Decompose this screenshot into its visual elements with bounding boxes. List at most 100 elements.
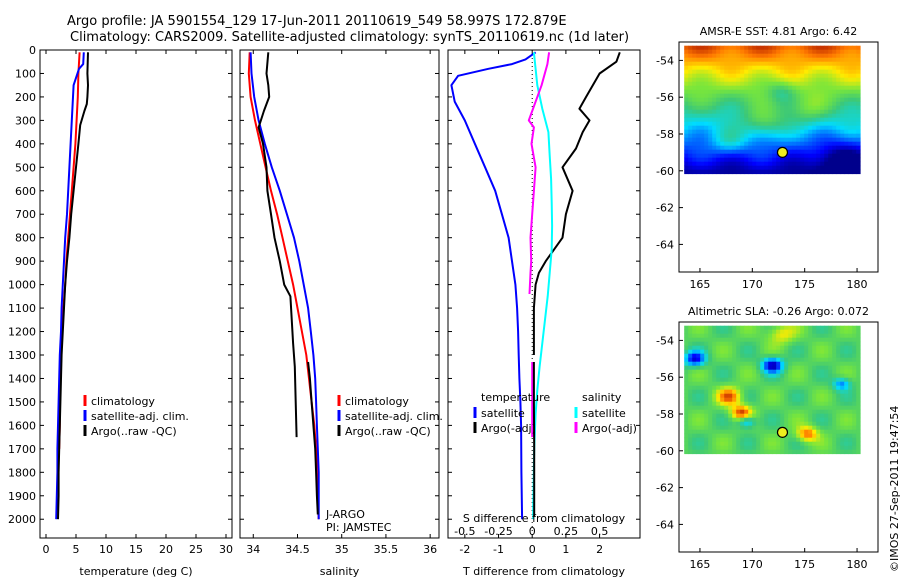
sst-map-cell bbox=[764, 69, 769, 75]
sst-map-cell bbox=[756, 69, 761, 75]
sst-map-cell bbox=[712, 61, 717, 67]
sla-map-cell bbox=[708, 425, 713, 431]
sla-map-cell bbox=[760, 337, 765, 343]
sst-map-cell bbox=[788, 153, 793, 159]
sla-map-cell bbox=[848, 429, 853, 435]
sla-map-cell bbox=[712, 345, 717, 351]
sst-map-cell bbox=[772, 165, 777, 171]
sla-map-cell bbox=[772, 449, 777, 455]
sla-map-cell bbox=[696, 365, 701, 371]
sla-map-cell bbox=[812, 397, 817, 403]
sst-map-cell bbox=[696, 169, 701, 175]
sst-map-cell bbox=[684, 105, 689, 111]
sst-map-cell bbox=[780, 53, 785, 59]
sst-map-cell bbox=[760, 69, 765, 75]
sst-map-cell bbox=[812, 77, 817, 83]
sst-map-cell bbox=[716, 45, 721, 51]
sla-map-cell bbox=[856, 345, 861, 351]
sla-map-cell bbox=[788, 377, 793, 383]
sst-map-cell bbox=[716, 169, 721, 175]
sst-map-cell bbox=[684, 113, 689, 119]
sla-map-cell bbox=[764, 413, 769, 419]
sla-map-cell bbox=[828, 385, 833, 391]
sla-map-cell bbox=[756, 349, 761, 355]
sst-argo-marker bbox=[776, 146, 789, 158]
sla-map-cell bbox=[848, 449, 853, 455]
sla-map-cell bbox=[716, 401, 721, 407]
sst-map-cell bbox=[740, 73, 745, 79]
sst-map-cell bbox=[744, 133, 749, 139]
sst-map-cell bbox=[720, 125, 725, 131]
sst-map-cell bbox=[820, 129, 825, 135]
sla-map-cell bbox=[712, 369, 717, 375]
sst-map-cell bbox=[728, 77, 733, 83]
sst-map-cell bbox=[732, 157, 737, 163]
sla-map-cell bbox=[720, 433, 725, 439]
sst-map-cell bbox=[792, 141, 797, 147]
sst-map-cell bbox=[784, 145, 789, 151]
sst-map-cell bbox=[844, 117, 849, 123]
sst-map-cell bbox=[832, 89, 837, 95]
sst-map-cell bbox=[836, 165, 841, 171]
sst-map-cell bbox=[812, 109, 817, 115]
sla-map-cell bbox=[692, 325, 697, 331]
sst-map-cell bbox=[748, 153, 753, 159]
sla-map-cell bbox=[712, 421, 717, 427]
sst-map-cell bbox=[812, 145, 817, 151]
sst-map-cell bbox=[684, 77, 689, 83]
sst-map-cell bbox=[684, 129, 689, 135]
sst-map-cell bbox=[764, 105, 769, 111]
sla-map-cell bbox=[784, 417, 789, 423]
sla-map-cell bbox=[844, 349, 849, 355]
sst-map-cell bbox=[768, 165, 773, 171]
sst-map-cell bbox=[760, 93, 765, 99]
sst-map-cell bbox=[736, 141, 741, 147]
sla-map-cell bbox=[804, 329, 809, 335]
sla-map-cell bbox=[764, 329, 769, 335]
sla-map-cell bbox=[748, 377, 753, 383]
sla-map-cell bbox=[804, 397, 809, 403]
sst-map-cell bbox=[832, 113, 837, 119]
sla-map-cell bbox=[816, 401, 821, 407]
sst-map-cell bbox=[688, 69, 693, 75]
sla-map-cell bbox=[780, 409, 785, 415]
sst-map-cell bbox=[764, 45, 769, 51]
sst-map-cell bbox=[764, 73, 769, 79]
sst-map-cell bbox=[708, 165, 713, 171]
sla-map-cell bbox=[756, 325, 761, 331]
sla-map-cell bbox=[812, 445, 817, 451]
sla-map-cell bbox=[720, 345, 725, 351]
sla-map-cell bbox=[844, 333, 849, 339]
sla-map-cell bbox=[716, 425, 721, 431]
sst-map-cell bbox=[788, 53, 793, 59]
sst-map-cell bbox=[856, 89, 861, 95]
sla-map-cell bbox=[780, 329, 785, 335]
sst-map-cell bbox=[800, 113, 805, 119]
temperature-ytick-label: 900 bbox=[15, 255, 36, 268]
sst-map-cell bbox=[784, 45, 789, 51]
sst-map-cell bbox=[772, 109, 777, 115]
sst-map-cell bbox=[700, 109, 705, 115]
sst-map-cell bbox=[728, 125, 733, 131]
sst-map-cell bbox=[700, 117, 705, 123]
sst-map-cell bbox=[804, 141, 809, 147]
sla-map-cell bbox=[776, 417, 781, 423]
sst-map-cell bbox=[704, 157, 709, 163]
sst-map-cell bbox=[824, 69, 829, 75]
sla-map-cell bbox=[684, 333, 689, 339]
sla-map-cell bbox=[732, 377, 737, 383]
sla-map-cell bbox=[736, 377, 741, 383]
sst-map-cell bbox=[808, 141, 813, 147]
sla-map-cell bbox=[792, 405, 797, 411]
sla-map-cell bbox=[684, 441, 689, 447]
sst-map-cell bbox=[800, 73, 805, 79]
sla-map-cell bbox=[688, 333, 693, 339]
sla-map-cell bbox=[856, 325, 861, 331]
sst-map-cell bbox=[692, 101, 697, 107]
sst-map-cell bbox=[816, 133, 821, 139]
sst-map-cell bbox=[844, 73, 849, 79]
sla-map-cell bbox=[708, 409, 713, 415]
sla-map-cell bbox=[744, 345, 749, 351]
sla-map-cell bbox=[772, 393, 777, 399]
sla-map-cell bbox=[828, 425, 833, 431]
